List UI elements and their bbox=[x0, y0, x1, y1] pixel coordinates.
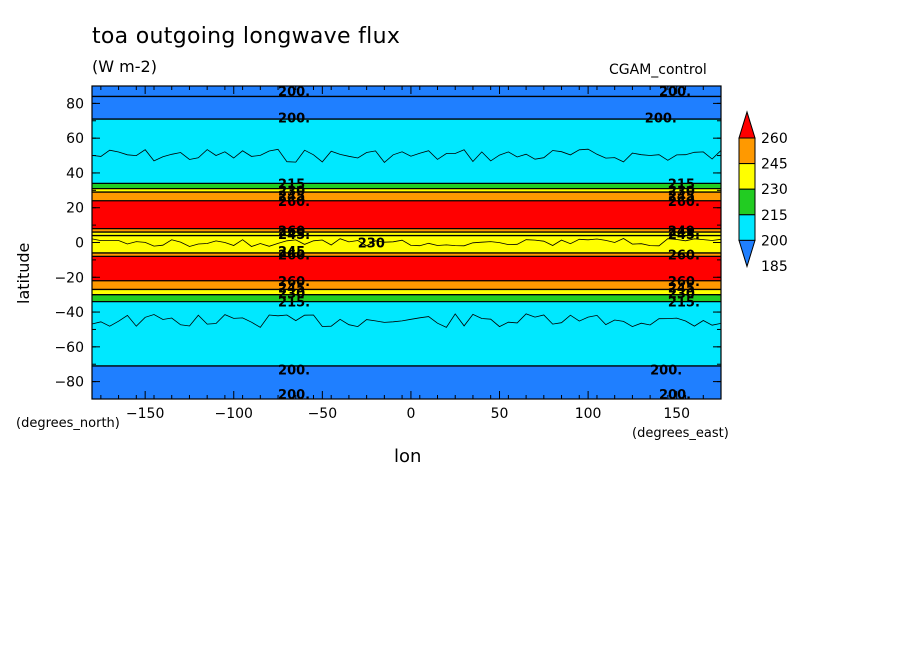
run-label: CGAM_control bbox=[609, 62, 707, 78]
colorbar-label-0: 260 bbox=[761, 131, 788, 147]
contour-label-7: 230 bbox=[668, 184, 695, 199]
contour-label-5: 215 bbox=[668, 177, 695, 192]
x-tick-label-6: 150 bbox=[663, 406, 690, 422]
chart-title: toa outgoing longwave flux bbox=[92, 24, 401, 49]
contour-label-11: 260. bbox=[668, 195, 700, 210]
contour-label-27: 215. bbox=[668, 296, 700, 311]
latitude-bands bbox=[92, 86, 721, 399]
band-8 bbox=[92, 232, 721, 236]
y-tick-label-6: −40 bbox=[54, 305, 84, 321]
x-tick-label-4: 50 bbox=[491, 406, 509, 422]
x-units-label: (degrees_east) bbox=[632, 426, 729, 441]
contour-label-2: 200. bbox=[278, 111, 310, 126]
x-tick-label-1: −100 bbox=[215, 406, 253, 422]
contour-label-20: 260. bbox=[278, 275, 310, 290]
colorbar-max-arrow bbox=[738, 110, 756, 139]
colorbar-swatch-1 bbox=[738, 163, 756, 190]
band-16 bbox=[92, 365, 721, 399]
band-11 bbox=[92, 256, 721, 281]
colorbar-label-1: 245 bbox=[761, 157, 788, 173]
contour-label-9: 245 bbox=[668, 190, 695, 205]
contour-label-24: 230 bbox=[278, 287, 305, 302]
contour-label-8: 245 bbox=[278, 190, 305, 205]
x-tick-label-5: 100 bbox=[575, 406, 602, 422]
chart-subtitle: (W m-2) bbox=[92, 57, 157, 76]
contour-wiggles bbox=[91, 148, 722, 328]
colorbar-swatch-3 bbox=[738, 214, 756, 241]
x-tick-label-2: −50 bbox=[308, 406, 338, 422]
band-10 bbox=[92, 252, 721, 257]
contour-label-31: 200. bbox=[659, 388, 691, 403]
band-12 bbox=[92, 280, 721, 290]
contour-label-14: 245. bbox=[278, 228, 310, 243]
contour-label-6: 230 bbox=[278, 184, 305, 199]
x-axis-ticks: −150 −100 −50 0 50 100 150 bbox=[100, 86, 722, 422]
contour-label-13: 249. bbox=[668, 224, 700, 239]
y-tick-label-4: 0 bbox=[75, 236, 84, 252]
colorbar-label-4: 200 bbox=[761, 233, 788, 249]
colorbar-swatch-0 bbox=[738, 137, 756, 165]
y-tick-label-5: −20 bbox=[54, 270, 84, 286]
contour-label-29: 200. bbox=[650, 363, 682, 378]
contour-label-30: 200. bbox=[278, 388, 310, 403]
x-tick-label-3: 0 bbox=[406, 406, 415, 422]
y-tick-label-8: −80 bbox=[54, 375, 84, 391]
band-5 bbox=[92, 192, 721, 201]
band-6 bbox=[92, 200, 721, 229]
colorbar: 260 245 230 215 200 185 bbox=[738, 110, 788, 275]
y-units-label: (degrees_north) bbox=[16, 416, 120, 431]
contour-label-3: 200. bbox=[645, 111, 677, 126]
wiggle-south bbox=[91, 313, 722, 328]
band-14 bbox=[92, 294, 721, 302]
contour-label-18: 260. bbox=[278, 249, 310, 264]
y-tick-label-2: 40 bbox=[66, 166, 84, 182]
contour-label-4: 215 bbox=[278, 177, 305, 192]
y-tick-label-7: −60 bbox=[54, 340, 84, 356]
contour-label-0: 200. bbox=[278, 85, 310, 100]
x-tick-label-0: −150 bbox=[126, 406, 164, 422]
colorbar-label-5: 185 bbox=[761, 259, 788, 275]
band-13 bbox=[92, 289, 721, 295]
y-tick-label-1: 60 bbox=[66, 131, 84, 147]
colorbar-label-2: 230 bbox=[761, 182, 788, 198]
x-axis-label: lon bbox=[394, 446, 422, 467]
colorbar-swatch-2 bbox=[738, 188, 756, 216]
y-tick-label-0: 80 bbox=[66, 96, 84, 112]
colorbar-label-3: 215 bbox=[761, 208, 788, 224]
band-3 bbox=[92, 183, 721, 189]
contour-label-25: 230 bbox=[668, 287, 695, 302]
contour-label-28: 200. bbox=[278, 363, 310, 378]
band-15 bbox=[92, 301, 721, 366]
band-4 bbox=[92, 188, 721, 193]
band-2 bbox=[92, 119, 721, 184]
contour-label-12: 260. bbox=[278, 224, 310, 239]
band-9 bbox=[92, 235, 721, 253]
y-axis-ticks: 80 60 40 20 0 −20 −40 −60 −80 bbox=[54, 85, 721, 400]
wiggle-north bbox=[91, 148, 722, 163]
contour-label-22: 245 bbox=[278, 282, 305, 297]
contour-label-1: 200. bbox=[659, 85, 691, 100]
contour-label-21: 260. bbox=[668, 275, 700, 290]
colorbar-min-arrow bbox=[738, 239, 756, 269]
contour-label-17: 245 bbox=[278, 245, 305, 260]
contour-label-26: 215. bbox=[278, 296, 310, 311]
band-0 bbox=[92, 86, 721, 97]
contour-label-16: 230 bbox=[358, 237, 385, 252]
band-1 bbox=[92, 96, 721, 120]
contour-label-23: 245 bbox=[668, 282, 695, 297]
contour-label-19: 260. bbox=[668, 249, 700, 264]
contour-label-10: 260. bbox=[278, 195, 310, 210]
y-tick-label-3: 20 bbox=[66, 201, 84, 217]
band-7 bbox=[92, 228, 721, 233]
wiggle-equator bbox=[91, 238, 722, 247]
contour-label-15: 245. bbox=[668, 228, 700, 243]
